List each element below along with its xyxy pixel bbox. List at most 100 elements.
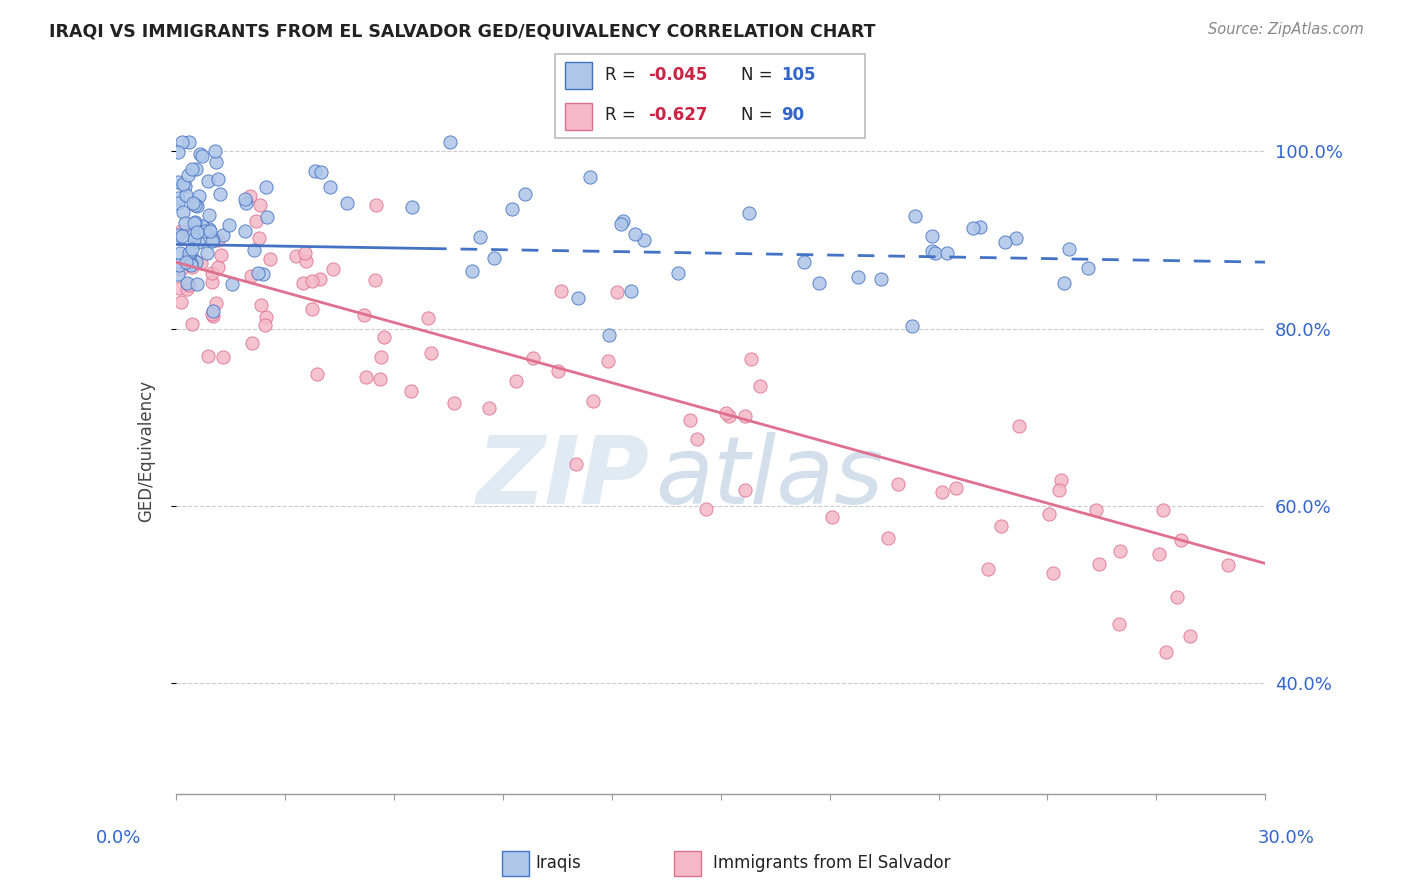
Point — [1152, 503, 1174, 517]
Point — [180, 162, 202, 177]
Point — [201, 266, 224, 280]
Point — [167, 191, 190, 205]
Point — [749, 379, 772, 393]
Point — [169, 245, 191, 260]
Point — [945, 481, 967, 495]
Point — [167, 258, 190, 272]
Text: atlas: atlas — [655, 433, 883, 524]
Point — [170, 136, 193, 150]
Point — [176, 276, 198, 290]
Point — [307, 367, 329, 381]
Text: 90: 90 — [782, 106, 804, 124]
Point — [239, 268, 262, 283]
Point — [233, 224, 256, 238]
Point — [1166, 590, 1188, 604]
Point — [633, 233, 655, 247]
Point — [180, 317, 202, 331]
Point — [1007, 419, 1029, 434]
Point — [609, 217, 631, 231]
Point — [197, 349, 219, 363]
Point — [180, 243, 202, 257]
Text: R =: R = — [605, 106, 641, 124]
Point — [181, 260, 204, 275]
Point — [190, 147, 212, 161]
Point — [1053, 276, 1076, 290]
Point — [808, 276, 831, 290]
Point — [198, 209, 221, 223]
Point — [478, 401, 501, 416]
Point — [207, 233, 229, 247]
Point — [1108, 617, 1130, 632]
Point — [886, 477, 908, 491]
Text: Iraqis: Iraqis — [536, 855, 582, 872]
Point — [373, 329, 395, 343]
Point — [623, 227, 645, 241]
Point — [793, 255, 815, 269]
Point — [734, 483, 756, 498]
Point — [218, 219, 240, 233]
Point — [209, 248, 232, 262]
Point — [924, 246, 946, 260]
Text: IRAQI VS IMMIGRANTS FROM EL SALVADOR GED/EQUIVALENCY CORRELATION CHART: IRAQI VS IMMIGRANTS FROM EL SALVADOR GED… — [49, 22, 876, 40]
Point — [401, 200, 423, 214]
Point — [513, 187, 536, 202]
Point — [235, 195, 257, 210]
Point — [186, 199, 208, 213]
Point — [180, 257, 202, 271]
Point — [468, 230, 491, 244]
Y-axis label: GED/Equivalency: GED/Equivalency — [136, 379, 155, 522]
Point — [166, 267, 188, 281]
Point — [201, 233, 224, 247]
Point — [501, 202, 523, 216]
Point — [686, 432, 709, 446]
Point — [187, 235, 209, 249]
Point — [166, 227, 188, 242]
Point — [179, 256, 201, 270]
Point — [184, 215, 207, 229]
Point — [977, 562, 1000, 576]
Point — [197, 222, 219, 236]
Point — [1218, 558, 1240, 572]
Point — [353, 308, 375, 322]
Point — [166, 195, 188, 210]
Point — [336, 195, 359, 210]
Point — [1077, 260, 1099, 275]
Point — [416, 310, 439, 325]
Text: -0.045: -0.045 — [648, 66, 707, 84]
Point — [877, 531, 900, 545]
Point — [177, 168, 200, 182]
Bar — [502, 851, 529, 876]
Point — [304, 164, 326, 178]
Point — [253, 318, 276, 333]
Point — [207, 172, 229, 186]
Point — [186, 277, 208, 291]
Point — [169, 224, 191, 238]
Point — [212, 227, 235, 242]
Point — [1038, 507, 1060, 521]
Point — [565, 457, 588, 471]
Point — [484, 251, 506, 265]
Text: Source: ZipAtlas.com: Source: ZipAtlas.com — [1208, 22, 1364, 37]
Point — [364, 273, 387, 287]
Point — [181, 252, 204, 266]
Point — [962, 220, 984, 235]
Point — [259, 252, 281, 266]
Point — [180, 258, 202, 272]
Point — [176, 255, 198, 269]
Point — [247, 231, 270, 245]
Point — [969, 220, 991, 235]
Point — [354, 370, 377, 384]
Point — [364, 198, 387, 212]
Point — [249, 198, 271, 212]
Point — [579, 169, 602, 184]
Point — [921, 229, 943, 244]
Point — [194, 224, 217, 238]
Point — [620, 285, 643, 299]
Point — [1047, 483, 1070, 497]
Point — [221, 277, 243, 291]
Point — [740, 351, 762, 366]
Point — [1004, 231, 1026, 245]
Point — [419, 346, 441, 360]
Point — [582, 393, 605, 408]
Point — [172, 205, 194, 219]
